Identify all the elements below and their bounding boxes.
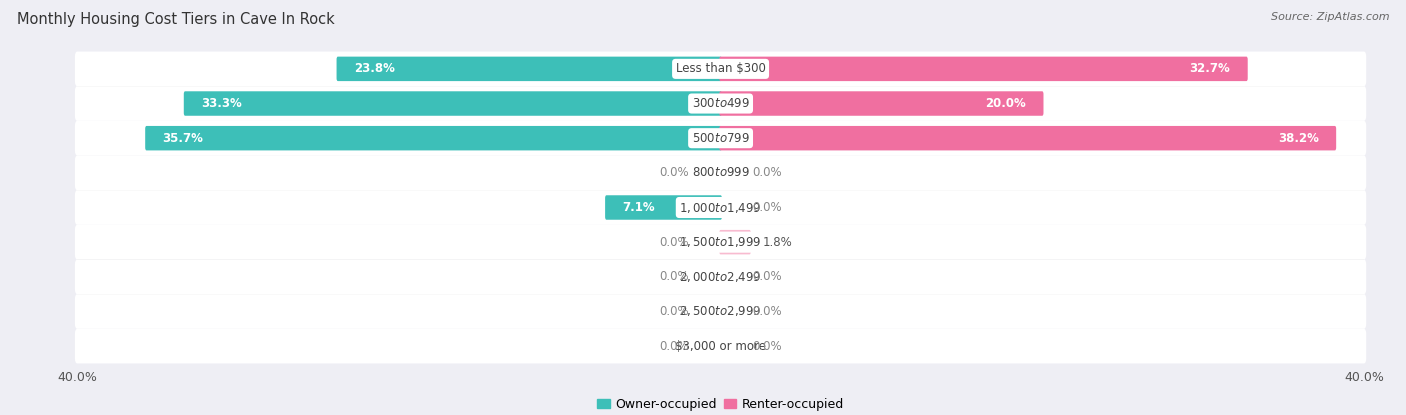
Text: Monthly Housing Cost Tiers in Cave In Rock: Monthly Housing Cost Tiers in Cave In Ro… (17, 12, 335, 27)
FancyBboxPatch shape (75, 329, 1367, 364)
Text: 1.8%: 1.8% (762, 236, 792, 249)
FancyBboxPatch shape (75, 156, 1367, 190)
Text: 23.8%: 23.8% (354, 62, 395, 76)
FancyBboxPatch shape (720, 91, 1043, 116)
FancyBboxPatch shape (720, 230, 751, 254)
Text: 20.0%: 20.0% (986, 97, 1026, 110)
Text: $3,000 or more: $3,000 or more (675, 339, 766, 353)
FancyBboxPatch shape (184, 91, 721, 116)
FancyBboxPatch shape (75, 259, 1367, 294)
Text: 32.7%: 32.7% (1189, 62, 1230, 76)
FancyBboxPatch shape (720, 56, 1247, 81)
Text: 35.7%: 35.7% (163, 132, 204, 145)
FancyBboxPatch shape (75, 225, 1367, 259)
Text: 33.3%: 33.3% (201, 97, 242, 110)
Text: 0.0%: 0.0% (752, 339, 782, 353)
Text: 38.2%: 38.2% (1278, 132, 1319, 145)
Text: Less than $300: Less than $300 (676, 62, 765, 76)
Text: 7.1%: 7.1% (623, 201, 655, 214)
FancyBboxPatch shape (605, 195, 721, 220)
Text: $800 to $999: $800 to $999 (692, 166, 749, 179)
Text: 0.0%: 0.0% (659, 270, 689, 283)
FancyBboxPatch shape (75, 121, 1367, 156)
Text: 0.0%: 0.0% (752, 270, 782, 283)
Text: 0.0%: 0.0% (659, 236, 689, 249)
Text: $300 to $499: $300 to $499 (692, 97, 749, 110)
Text: $2,000 to $2,499: $2,000 to $2,499 (679, 270, 762, 284)
FancyBboxPatch shape (336, 56, 721, 81)
Text: $500 to $799: $500 to $799 (692, 132, 749, 145)
Text: $2,500 to $2,999: $2,500 to $2,999 (679, 305, 762, 318)
Text: 0.0%: 0.0% (659, 339, 689, 353)
Text: 0.0%: 0.0% (659, 166, 689, 179)
FancyBboxPatch shape (75, 294, 1367, 329)
Text: $1,000 to $1,499: $1,000 to $1,499 (679, 200, 762, 215)
Text: 0.0%: 0.0% (752, 201, 782, 214)
FancyBboxPatch shape (75, 190, 1367, 225)
FancyBboxPatch shape (720, 126, 1336, 150)
FancyBboxPatch shape (75, 51, 1367, 86)
Text: Source: ZipAtlas.com: Source: ZipAtlas.com (1271, 12, 1389, 22)
Text: $1,500 to $1,999: $1,500 to $1,999 (679, 235, 762, 249)
Text: 0.0%: 0.0% (752, 305, 782, 318)
FancyBboxPatch shape (75, 86, 1367, 121)
Legend: Owner-occupied, Renter-occupied: Owner-occupied, Renter-occupied (592, 393, 849, 415)
Text: 0.0%: 0.0% (752, 166, 782, 179)
FancyBboxPatch shape (145, 126, 721, 150)
Text: 0.0%: 0.0% (659, 305, 689, 318)
